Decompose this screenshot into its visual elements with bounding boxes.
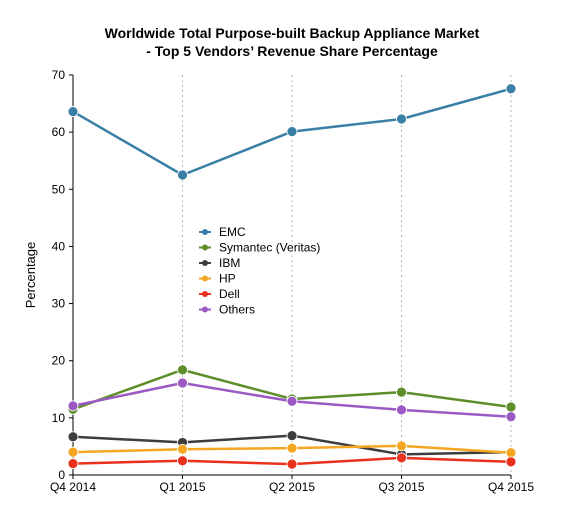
- y-tick-label: 60: [52, 125, 66, 139]
- series-layer: [67, 83, 517, 470]
- data-point: [177, 377, 188, 389]
- data-point: [67, 106, 79, 117]
- data-point: [67, 400, 79, 412]
- data-point: [396, 440, 407, 452]
- data-point: [505, 411, 517, 423]
- legend-label: Dell: [219, 287, 240, 301]
- data-point: [396, 386, 407, 398]
- y-tick-label: 70: [52, 68, 66, 82]
- legend-label: EMC: [219, 225, 246, 239]
- legend-swatch-marker: [202, 229, 208, 235]
- y-tick-label: 0: [58, 468, 65, 482]
- grid-layer: [182, 75, 512, 475]
- y-tick-label: 10: [52, 411, 66, 425]
- axes-layer: 0 10 20 30 40 50 60 70 Q4 2014 Q1 2015 Q2 2015 Q3 2…: [50, 68, 534, 494]
- legend-label: IBM: [219, 256, 240, 270]
- y-tick-label: 40: [52, 239, 66, 253]
- legend-swatch-marker: [202, 306, 208, 313]
- data-point: [505, 447, 517, 459]
- legend-label: HP: [219, 272, 236, 286]
- x-tick-label: Q2 2015: [269, 480, 315, 494]
- data-point: [286, 458, 298, 470]
- y-tick-label: 50: [52, 182, 66, 196]
- legend-label: Symantec (Veritas): [219, 241, 320, 255]
- y-axis-label: Percentage: [23, 242, 38, 309]
- x-tick-label: Q4 2015: [488, 480, 534, 494]
- x-tick-label: Q4 2014: [50, 480, 96, 494]
- data-point: [505, 456, 517, 468]
- data-point: [286, 126, 298, 137]
- data-point: [505, 401, 517, 413]
- legend-swatch-marker: [202, 291, 208, 297]
- data-point: [177, 443, 188, 455]
- data-point: [505, 83, 517, 95]
- data-point: [396, 404, 407, 416]
- data-point: [177, 169, 188, 181]
- data-point: [177, 455, 188, 467]
- legend-swatch-marker: [202, 260, 208, 266]
- legend-label: Others: [219, 303, 255, 317]
- x-tick-label: Q3 2015: [378, 480, 424, 494]
- chart-title-line-2: - Top 5 Vendors’ Revenue Share Percentag…: [146, 43, 438, 59]
- y-tick-label: 20: [52, 354, 66, 368]
- data-point: [67, 446, 79, 458]
- data-point: [67, 431, 79, 443]
- data-point: [396, 113, 407, 125]
- data-point: [396, 452, 407, 464]
- y-tick-label: 30: [52, 297, 66, 311]
- x-tick-label: Q1 2015: [159, 480, 205, 494]
- data-point: [286, 395, 298, 407]
- chart-title-line-1: Worldwide Total Purpose-built Backup App…: [105, 25, 480, 41]
- legend-swatch-marker: [202, 275, 208, 282]
- data-point: [286, 442, 298, 454]
- data-point: [286, 430, 298, 441]
- legend-swatch-marker: [202, 244, 208, 251]
- data-point: [67, 458, 79, 469]
- data-point: [177, 364, 188, 376]
